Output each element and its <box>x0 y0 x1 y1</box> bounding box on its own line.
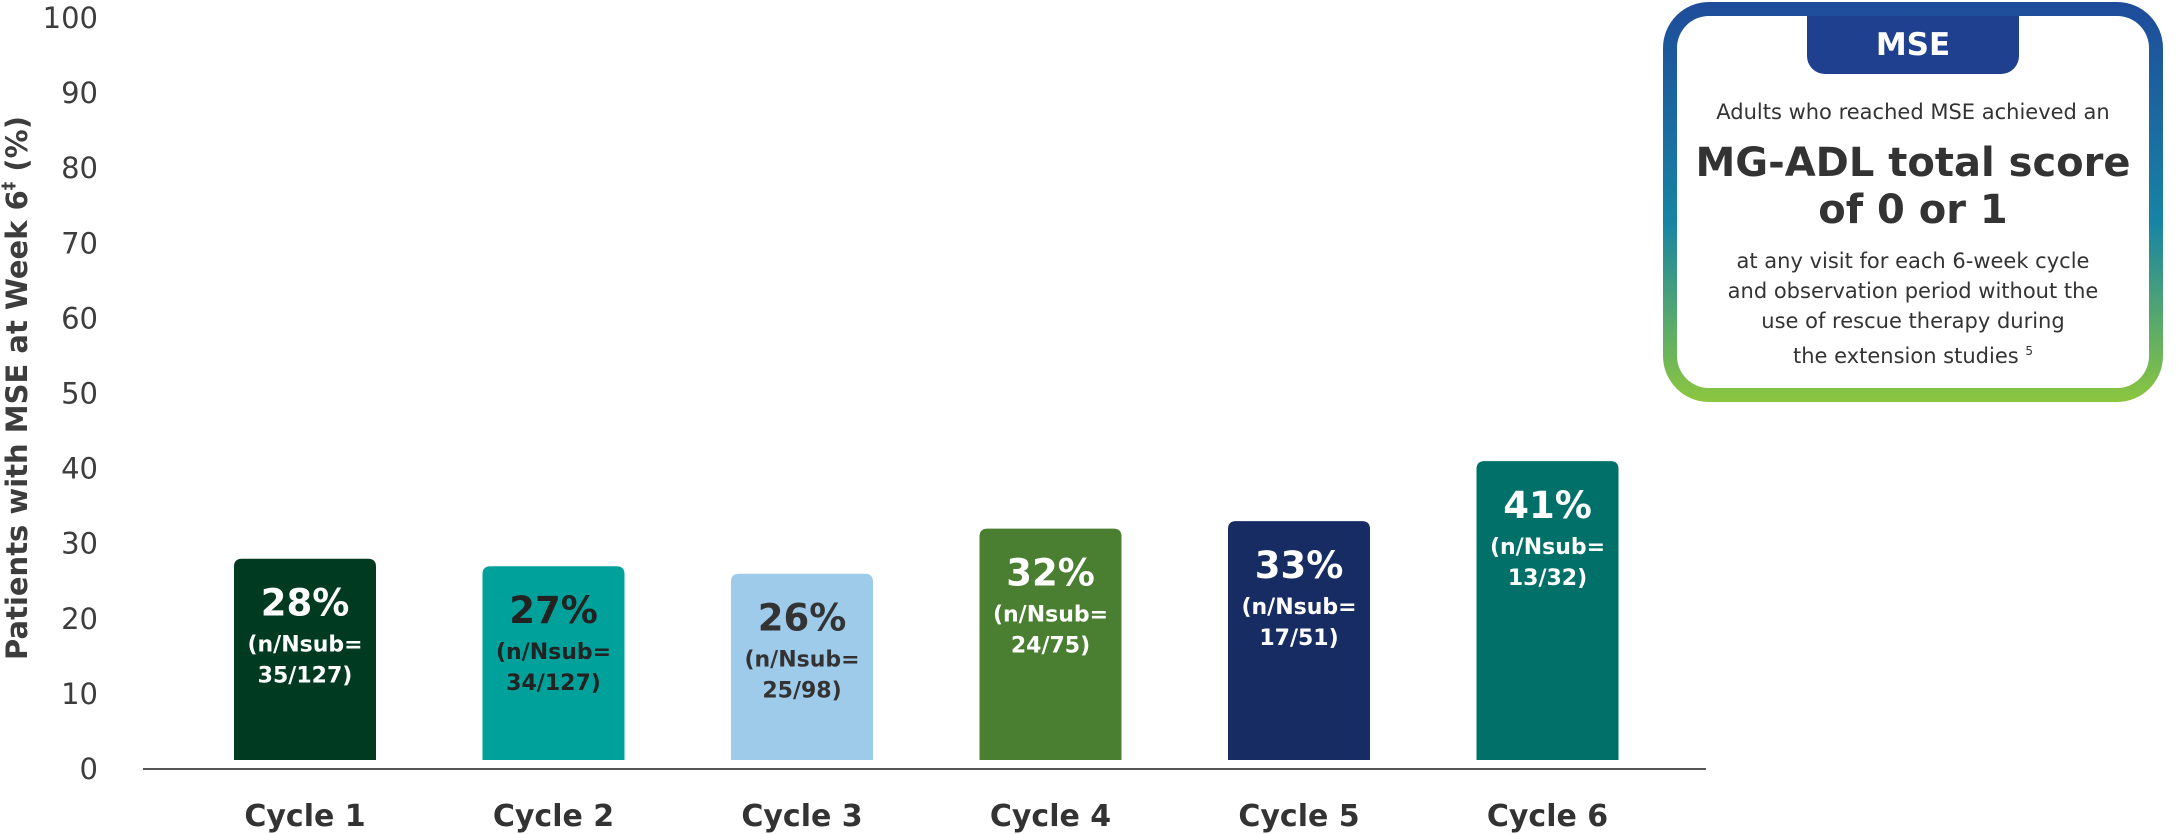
bar-chart: 0 10 20 30 40 50 60 70 80 90 100 28% (n/Nsub= 35/127… <box>43 1 1706 834</box>
mse-headline-line1: MG-ADL total score <box>1695 140 2131 186</box>
x-tick-label: Cycle 5 <box>1238 799 1359 834</box>
y-axis-label: Patients with MSE at Week 6‡ (%) <box>0 116 34 660</box>
mse-body-text: at any visit for each 6-week cycle and o… <box>1717 246 2109 371</box>
y-tick-label: 20 <box>61 602 98 636</box>
mse-body-line4-wrap: the extension studies 5 <box>1717 336 2109 371</box>
bar-cycle-1 <box>234 558 376 760</box>
y-tick-label: 50 <box>61 377 98 411</box>
bar-value-label: 26% <box>758 597 847 640</box>
mse-body-line4: the extension studies <box>1792 344 2019 368</box>
x-tick-label: Cycle 2 <box>493 799 614 834</box>
bar-n-label-line2: 13/32) <box>1508 566 1587 591</box>
mse-callout-body: MSE Adults who reached MSE achieved an M… <box>1677 16 2149 388</box>
bar-cycle-5 <box>1228 521 1370 760</box>
x-tick-label: Cycle 1 <box>244 799 365 834</box>
bar-n-label-line2: 34/127) <box>506 671 601 696</box>
x-tick-label: Cycle 3 <box>741 799 862 834</box>
mse-body-line3: use of rescue therapy during <box>1761 309 2065 333</box>
bar-n-label-line2: 25/98) <box>762 679 841 704</box>
bar-value-label: 27% <box>509 589 598 632</box>
y-tick-label: 80 <box>61 151 98 185</box>
mse-body-reference: 5 <box>2025 344 2034 358</box>
bar-cycle-3 <box>731 573 873 760</box>
y-tick-label: 100 <box>43 1 98 35</box>
y-tick-label: 0 <box>80 752 98 786</box>
bars-group: 28% (n/Nsub= 35/127) 27% (n/Nsub= 34/127) 26% (… <box>234 461 1619 760</box>
bar-n-label-line2: 17/51) <box>1259 626 1338 651</box>
y-tick-label: 30 <box>61 527 98 561</box>
bar-n-label-line1: (n/Nsub= <box>496 640 611 665</box>
y-tick-label: 70 <box>61 226 98 260</box>
bar-value-label: 33% <box>1255 544 1344 587</box>
mse-body-line1: at any visit for each 6-week cycle <box>1736 249 2090 273</box>
bar-cycle-4 <box>979 528 1122 760</box>
y-axis-label-text: Patients with MSE at Week 6 <box>0 190 34 660</box>
bar-n-label-line2: 24/75) <box>1011 634 1090 659</box>
bar-value-label: 41% <box>1503 484 1592 527</box>
bar-n-label-line2: 35/127) <box>258 664 353 689</box>
mse-definition-callout: MSE Adults who reached MSE achieved an M… <box>1663 2 2163 402</box>
y-axis-label-unit: (%) <box>0 116 34 172</box>
mse-intro-text: Adults who reached MSE achieved an <box>1716 100 2110 124</box>
y-tick-label: 40 <box>61 452 98 486</box>
x-axis-ticks: Cycle 1 Cycle 2 Cycle 3 Cycle 4 Cycle 5 Cycle… <box>244 799 1608 834</box>
x-tick-label: Cycle 4 <box>990 799 1111 834</box>
mse-headline: MG-ADL total score of 0 or 1 <box>1677 140 2149 234</box>
y-tick-label: 10 <box>61 677 98 711</box>
bar-n-label-line1: (n/Nsub= <box>993 603 1108 628</box>
bar-cycle-2 <box>482 566 625 760</box>
bar-value-label: 32% <box>1006 552 1095 595</box>
y-axis-label-superscript: ‡ <box>0 181 20 191</box>
bar-n-label-line1: (n/Nsub= <box>744 648 859 673</box>
mse-body-line2: and observation period without the <box>1727 279 2099 303</box>
y-axis-ticks: 0 10 20 30 40 50 60 70 80 90 100 <box>43 1 98 786</box>
y-tick-label: 90 <box>61 76 98 110</box>
bar-n-label-line1: (n/Nsub= <box>1241 595 1356 620</box>
bar-n-label-line1: (n/Nsub= <box>247 633 362 658</box>
x-tick-label: Cycle 6 <box>1487 799 1608 834</box>
mse-tag: MSE <box>1807 16 2019 74</box>
bar-cycle-6 <box>1476 461 1619 760</box>
bar-n-label-line1: (n/Nsub= <box>1490 535 1605 560</box>
bar-value-label: 28% <box>261 582 350 625</box>
mse-headline-line2: of 0 or 1 <box>1818 187 2008 233</box>
y-tick-label: 60 <box>61 301 98 335</box>
